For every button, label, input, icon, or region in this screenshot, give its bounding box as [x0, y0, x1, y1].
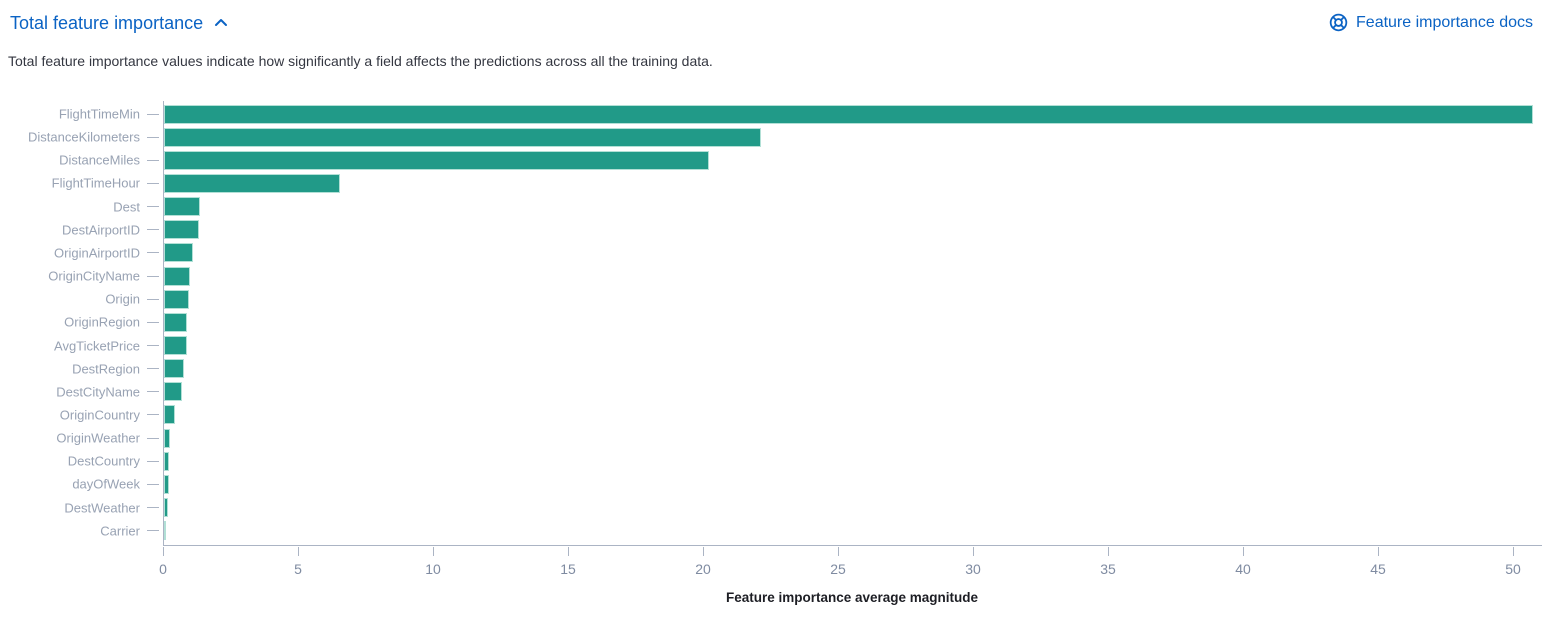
bar[interactable] [164, 521, 166, 541]
bar[interactable] [164, 289, 190, 309]
total-feature-importance-toggle[interactable]: Total feature importance [10, 12, 229, 34]
y-axis-tick [147, 460, 159, 462]
y-axis-label: OriginWeather [56, 430, 140, 446]
y-axis-tick [147, 136, 159, 138]
x-tick-label: 0 [159, 561, 167, 577]
bar[interactable] [164, 474, 170, 494]
page-title: Total feature importance [10, 13, 204, 33]
y-axis-label: dayOfWeek [72, 476, 140, 492]
chevron-up-icon[interactable] [213, 15, 229, 31]
x-tick-label: 35 [1100, 561, 1116, 577]
x-axis-tick [1108, 547, 1109, 556]
y-axis-label: DestAirportID [61, 222, 140, 238]
y-axis-tick [147, 321, 159, 323]
x-tick-label: 20 [695, 561, 711, 577]
y-axis-tick [147, 483, 159, 485]
bar[interactable] [164, 127, 761, 147]
bar[interactable] [164, 451, 170, 471]
y-axis-tick [147, 298, 159, 300]
y-axis-label: DestWeather [64, 500, 140, 516]
y-axis-tick [147, 414, 159, 416]
y-axis-label: DistanceKilometers [28, 129, 140, 145]
bar[interactable] [164, 359, 184, 379]
x-axis-tick [1513, 547, 1514, 556]
help-docs-icon [1329, 13, 1348, 32]
bar[interactable] [164, 104, 1533, 124]
x-tick-label: 30 [965, 561, 981, 577]
x-tick-label: 15 [560, 561, 576, 577]
y-axis-label: FlightTimeMin [58, 106, 140, 122]
x-axis-line [163, 545, 1542, 546]
y-axis-label: OriginAirportID [54, 245, 140, 261]
bar[interactable] [164, 197, 201, 217]
y-axis-tick [147, 530, 159, 532]
bar[interactable] [164, 312, 188, 332]
bar[interactable] [164, 220, 200, 240]
x-axis-title: Feature importance average magnitude [725, 590, 979, 605]
x-tick-label: 45 [1370, 561, 1386, 577]
x-tick-label: 10 [425, 561, 441, 577]
y-axis-line [163, 101, 164, 546]
y-axis-label: DestCityName [56, 384, 140, 400]
bar[interactable] [164, 150, 710, 170]
y-axis-tick [147, 345, 159, 346]
feature-importance-chart: Feature importance average magnitude Fli… [0, 101, 1542, 618]
y-axis-label: Dest [113, 199, 140, 215]
y-axis-tick [147, 206, 159, 208]
x-axis-tick [838, 547, 839, 556]
y-axis-label: OriginCountry [59, 407, 140, 423]
bar[interactable] [164, 382, 182, 402]
bar[interactable] [164, 498, 169, 518]
x-axis-tick [1378, 547, 1379, 556]
bar[interactable] [164, 243, 194, 263]
y-axis-tick [147, 507, 159, 509]
bar[interactable] [164, 173, 340, 193]
bar[interactable] [164, 405, 176, 425]
bar[interactable] [164, 266, 191, 286]
y-axis-label: OriginRegion [64, 314, 140, 330]
x-tick-label: 40 [1235, 561, 1251, 577]
docs-link[interactable]: Feature importance docs [1329, 13, 1533, 32]
y-axis-tick [147, 182, 159, 184]
y-axis-tick [147, 159, 159, 161]
x-axis-tick [703, 547, 704, 556]
y-axis-label: OriginCityName [48, 268, 140, 284]
y-axis-label: Carrier [100, 523, 140, 539]
y-axis-tick [147, 391, 159, 393]
y-axis-tick [147, 437, 159, 439]
x-axis-tick [298, 547, 299, 556]
x-tick-label: 50 [1505, 561, 1521, 577]
bar[interactable] [164, 428, 170, 448]
y-axis-label: DistanceMiles [59, 152, 140, 168]
docs-link-label: Feature importance docs [1356, 13, 1533, 31]
x-axis-tick [1243, 547, 1244, 556]
y-axis-label: DestRegion [72, 361, 140, 377]
chart-description: Total feature importance values indicate… [8, 53, 713, 69]
y-axis-tick [147, 252, 159, 254]
x-axis-tick [433, 547, 434, 556]
x-tick-label: 25 [830, 561, 846, 577]
x-axis-tick [163, 547, 164, 556]
y-axis-label: AvgTicketPrice [54, 338, 140, 353]
y-axis-label: DestCountry [67, 453, 140, 469]
y-axis-tick [147, 113, 159, 115]
x-axis-tick [568, 547, 569, 556]
y-axis-tick [147, 275, 159, 277]
bar[interactable] [164, 336, 187, 355]
x-axis-tick [973, 547, 974, 556]
y-axis-tick [147, 229, 159, 231]
y-axis-label: Origin [105, 291, 140, 307]
y-axis-label: FlightTimeHour [51, 175, 140, 191]
y-axis-tick [147, 368, 159, 370]
x-tick-label: 5 [294, 561, 302, 577]
